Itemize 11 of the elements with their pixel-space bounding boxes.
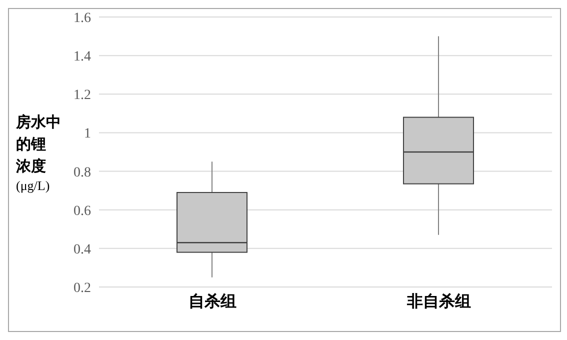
y-tick-label: 1.6 bbox=[74, 10, 91, 26]
y-tick-label: 0.8 bbox=[74, 165, 91, 180]
x-tick-label: 自杀组 bbox=[188, 291, 236, 310]
y-axis-title: 房水中的锂浓度(μg/L) bbox=[16, 113, 61, 193]
y-tick-label: 1.2 bbox=[74, 88, 91, 104]
y-tick-label: 0.4 bbox=[74, 242, 91, 258]
y-tick-label: 1 bbox=[84, 126, 91, 142]
x-tick-label: 非自杀组 bbox=[406, 291, 471, 310]
y-tick-label: 1.4 bbox=[74, 50, 91, 65]
y-tick-label: 0.2 bbox=[74, 280, 91, 296]
y-tick-label: 0.6 bbox=[74, 204, 91, 219]
